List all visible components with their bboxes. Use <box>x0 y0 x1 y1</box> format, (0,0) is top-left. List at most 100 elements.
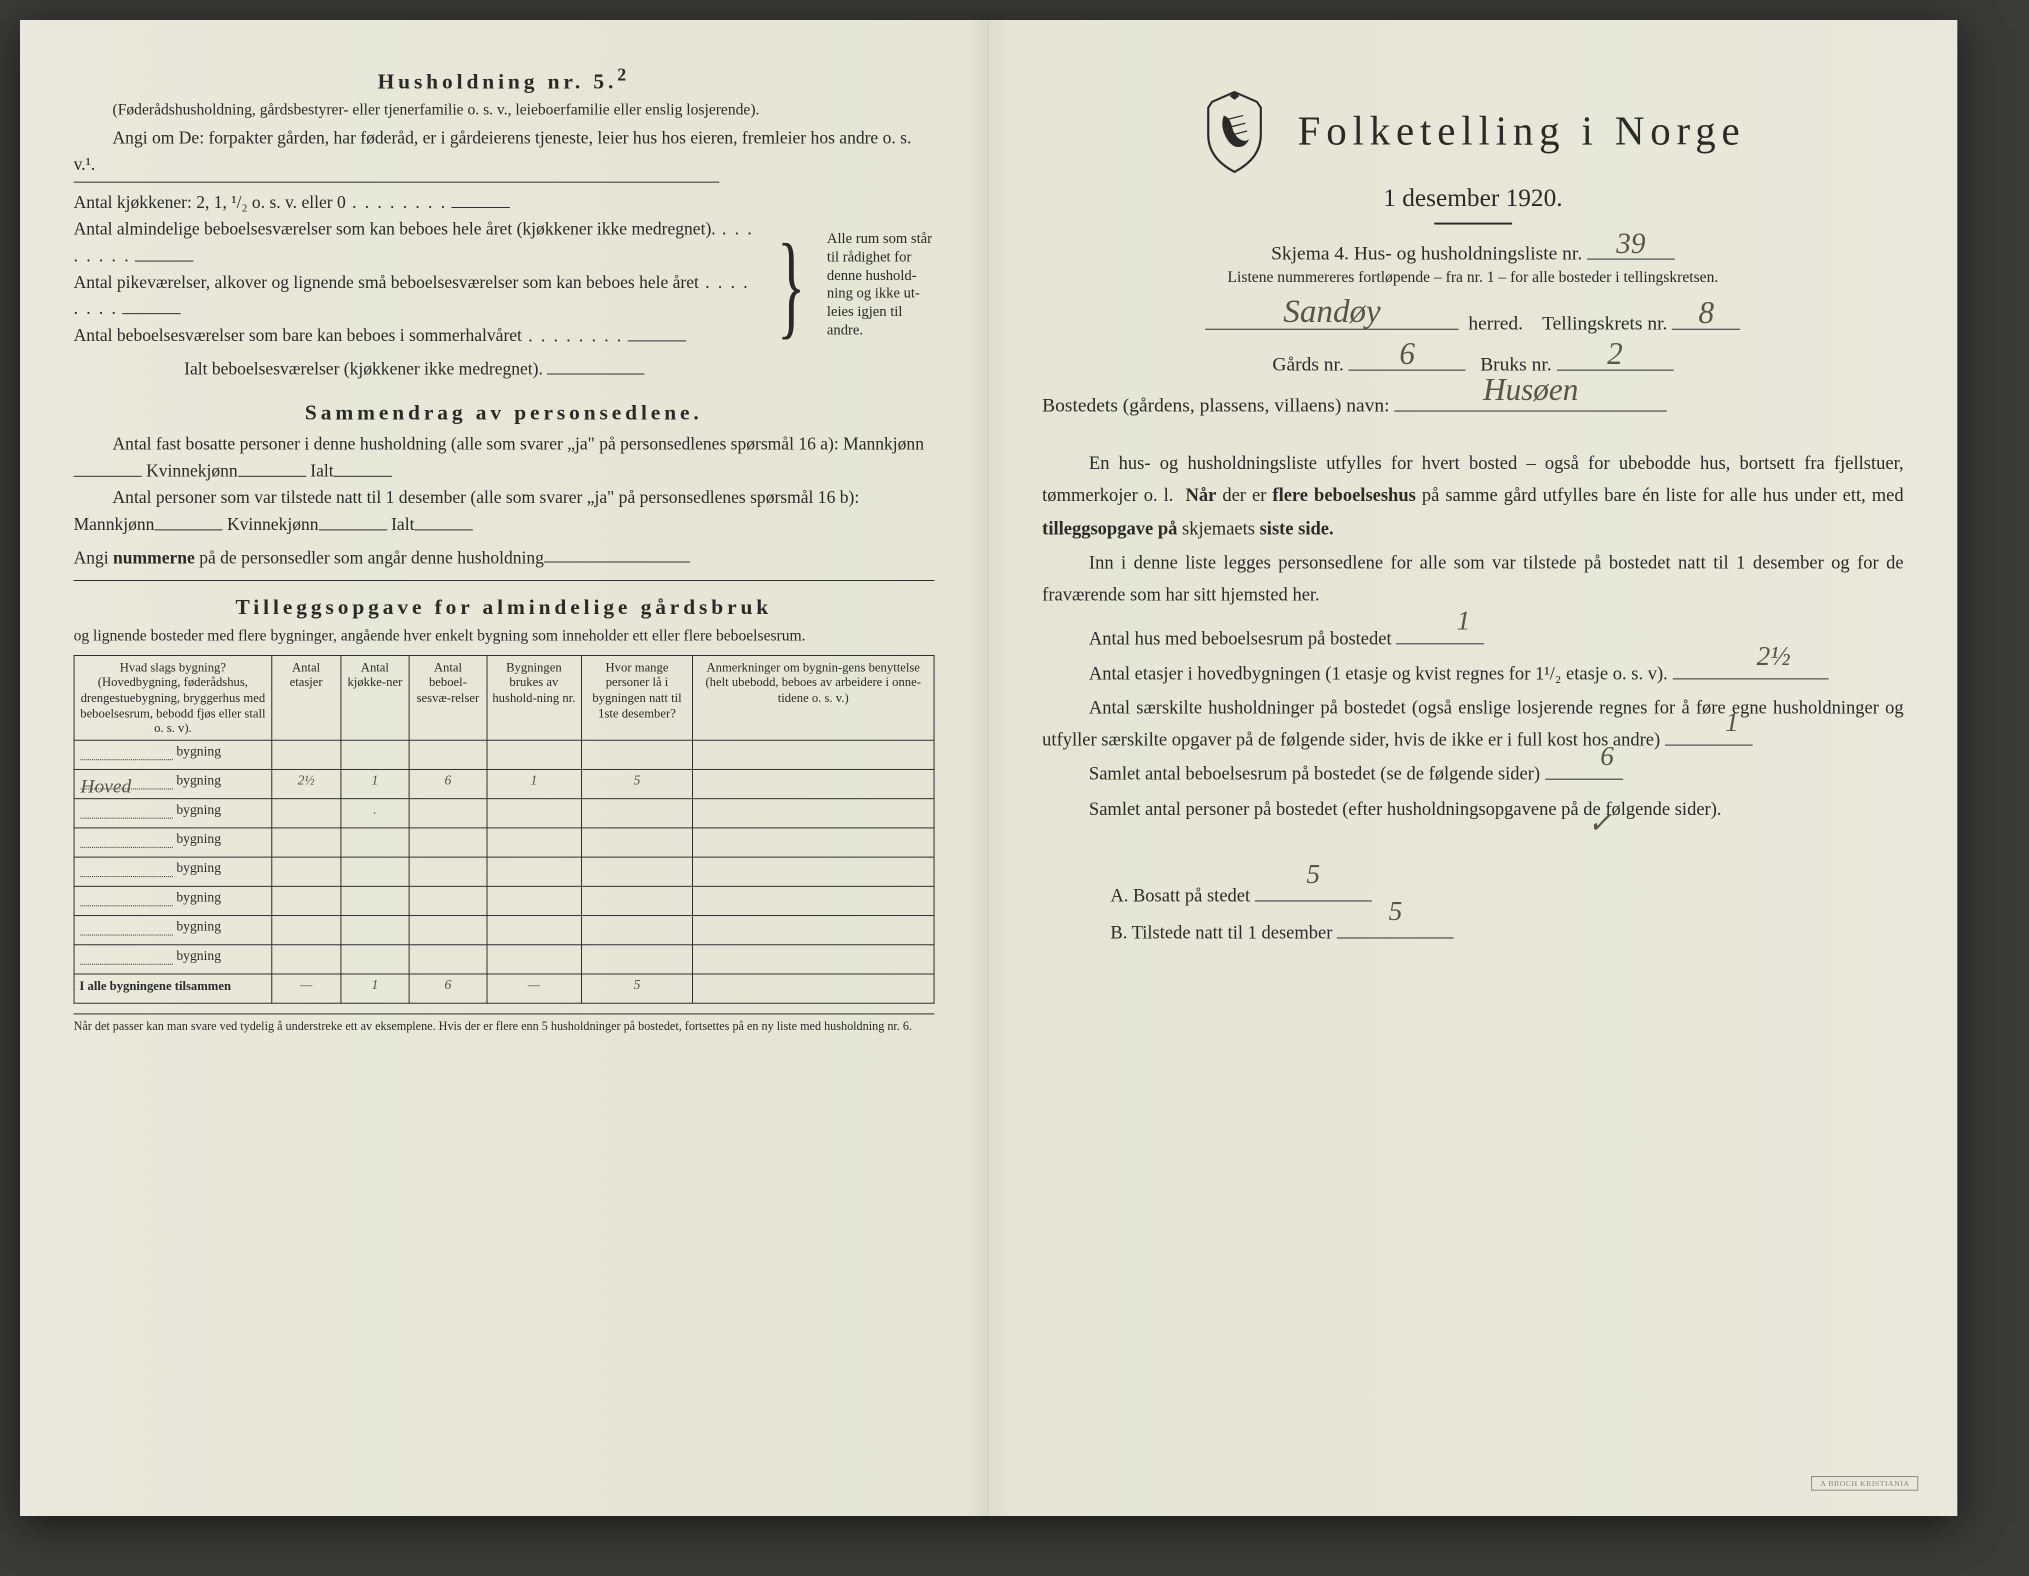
cell-an <box>693 945 934 974</box>
cell-pe <box>581 799 693 828</box>
sammendrag-title: Sammendrag av personsedlene. <box>74 400 934 425</box>
cell-hn <box>487 799 582 828</box>
sammendrag-p1: Antal fast bosatte personer i denne hush… <box>74 431 934 484</box>
table-row: bygning <box>74 886 934 915</box>
total-be: 6 <box>409 974 486 1003</box>
table-header-row: Hvad slags bygning? (Hovedbygning, føder… <box>74 655 934 740</box>
cell-hn <box>487 945 582 974</box>
cell-bygning: bygning <box>74 828 272 857</box>
cell-be <box>409 886 486 915</box>
h5-angi: Angi om De: forpakter gården, har føderå… <box>74 125 934 178</box>
cell-bygning: bygning <box>74 915 272 944</box>
note-line: Listene nummereres fortløpende – fra nr.… <box>1042 269 1903 287</box>
cell-bygning: bygning <box>74 857 272 886</box>
angi-nummerne: Angi nummerne på de personsedler som ang… <box>74 544 934 571</box>
cell-kj: . <box>340 799 409 828</box>
total-an <box>693 974 934 1003</box>
left-footnote: Når det passer kan man svare ved tydelig… <box>74 1013 934 1034</box>
cell-be <box>409 945 486 974</box>
cell-kj <box>340 857 409 886</box>
q5: Samlet antal personer på bostedet (efter… <box>1042 793 1903 825</box>
cell-kj <box>340 915 409 944</box>
tilleggs-table: Hvad slags bygning? (Hovedbygning, føder… <box>74 655 934 1004</box>
q4-hw: 6 <box>1545 733 1623 781</box>
cell-an <box>693 740 934 769</box>
tilleggs-title: Tilleggsopgave for almindelige gårdsbruk <box>74 595 934 620</box>
cell-pe: 5 <box>581 769 693 798</box>
cell-hn <box>487 886 582 915</box>
cell-pe <box>581 915 693 944</box>
rooms-block: Antal kjøkkener: 2, 1, ¹/₂ o. s. v. elle… <box>74 188 934 382</box>
subtitle: 1 desember 1920. <box>1042 184 1903 213</box>
th-beboelser: Antal beboel-sesvæ-relser <box>409 655 486 740</box>
alm-line: Antal almindelige beboelsesværelser som … <box>74 215 756 268</box>
qB-hw: 5 <box>1337 885 1454 940</box>
q2: Antal etasjer i hovedbygningen (1 etasje… <box>1042 657 1903 689</box>
q1-hw: 1 <box>1396 598 1484 646</box>
coat-of-arms-icon <box>1200 88 1268 176</box>
cell-be <box>409 828 486 857</box>
printer-stamp: A BROCH KRISTIANIA <box>1811 1476 1918 1491</box>
q3-hw: 1 <box>1665 699 1753 747</box>
intro-paragraphs: En hus- og husholdningsliste utfylles fo… <box>1042 448 1903 612</box>
cell-an <box>693 857 934 886</box>
cell-be <box>409 740 486 769</box>
total-et: — <box>272 974 341 1003</box>
table-row: Hoved bygning2½1615 <box>74 769 934 798</box>
th-husholdnr: Bygningen brukes av hushold-ning nr. <box>487 655 582 740</box>
th-etasjer: Antal etasjer <box>272 655 341 740</box>
cell-hn <box>487 740 582 769</box>
table-row: bygning <box>74 828 934 857</box>
q4: Samlet antal beboelsesrum på bostedet (s… <box>1042 759 1903 791</box>
bosted-row: Bostedets (gårdens, plassens, villaens) … <box>1042 390 1903 420</box>
husholdning-5-title: Husholdning nr. 5.2 <box>74 65 934 95</box>
qB: B. Tilstede natt til 1 desember 5 <box>1110 915 1903 952</box>
cell-an <box>693 769 934 798</box>
cell-an <box>693 828 934 857</box>
ialt-line: Ialt beboelsesværelser (kjøkkener ikke m… <box>74 355 756 382</box>
cell-kj: 1 <box>340 769 409 798</box>
total-kj: 1 <box>340 974 409 1003</box>
cell-hn <box>487 915 582 944</box>
brace-caption: Alle rum som står til rådighet for denne… <box>827 231 934 341</box>
cell-kj <box>340 886 409 915</box>
tellingskrets-hw: 8 <box>1672 295 1740 331</box>
brace-symbol: } <box>777 233 805 338</box>
cell-pe <box>581 857 693 886</box>
q3: Antal særskilte husholdninger på bostede… <box>1042 692 1903 757</box>
cell-et <box>272 828 341 857</box>
total-hn: — <box>487 974 582 1003</box>
h5-paren: (Føderådshusholdning, gårdsbestyrer- ell… <box>74 100 934 121</box>
herred-row: Sandøy herred. Tellingskrets nr. 8 <box>1042 308 1903 335</box>
th-anmerkninger: Anmerkninger om bygnin-gens benyttelse (… <box>693 655 934 740</box>
cell-be <box>409 857 486 886</box>
cell-an <box>693 915 934 944</box>
qA: A. Bosatt på stedet 5 <box>1110 878 1903 915</box>
cell-an <box>693 799 934 828</box>
document-spread: Husholdning nr. 5.2 (Føderådshusholdning… <box>20 20 1957 1516</box>
cell-kj <box>340 828 409 857</box>
table-row: bygning. <box>74 799 934 828</box>
bosted-hw: Husøen <box>1394 366 1667 413</box>
sommer-line: Antal beboelsesværelser som bare kan beb… <box>74 322 756 349</box>
th-kjokkener: Antal kjøkke-ner <box>340 655 409 740</box>
table-row: bygning <box>74 915 934 944</box>
table-row: bygning <box>74 740 934 769</box>
cell-hn <box>487 857 582 886</box>
cell-kj <box>340 945 409 974</box>
cell-pe <box>581 740 693 769</box>
q2-hw: 2½ <box>1672 632 1828 680</box>
pike-line: Antal pikeværelser, alkover og lignende … <box>74 269 756 322</box>
cell-hn <box>487 828 582 857</box>
skjema-line: Skjema 4. Hus- og husholdningsliste nr. … <box>1042 238 1903 265</box>
cell-hn: 1 <box>487 769 582 798</box>
cell-et <box>272 915 341 944</box>
total-label: I alle bygningene tilsammen <box>74 974 272 1003</box>
total-pe: 5 <box>581 974 693 1003</box>
title-rule <box>1434 223 1512 225</box>
cell-bygning: Hoved bygning <box>74 769 272 798</box>
table-total-row: I alle bygningene tilsammen — 1 6 — 5 <box>74 974 934 1003</box>
cell-bygning: bygning <box>74 740 272 769</box>
right-page: Folketelling i Norge 1 desember 1920. Sk… <box>989 20 1958 1516</box>
table-row: bygning <box>74 857 934 886</box>
